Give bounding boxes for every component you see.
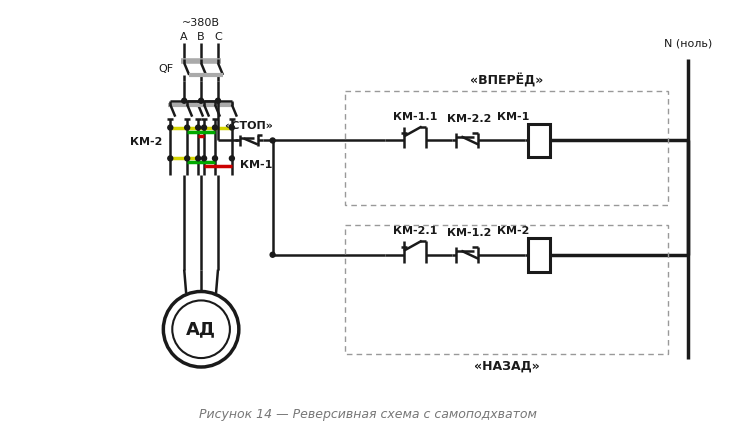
Circle shape <box>202 125 206 130</box>
Text: КМ-1.2: КМ-1.2 <box>447 228 492 238</box>
Circle shape <box>198 98 203 103</box>
Text: A: A <box>181 32 188 42</box>
Bar <box>345 225 668 354</box>
Text: КМ-2.1: КМ-2.1 <box>393 226 437 236</box>
Text: «СТОП»: «СТОП» <box>224 121 273 130</box>
Circle shape <box>212 156 217 161</box>
Circle shape <box>229 156 234 161</box>
Circle shape <box>229 125 234 130</box>
Circle shape <box>168 125 172 130</box>
Bar <box>345 91 668 205</box>
Bar <box>528 238 550 272</box>
Circle shape <box>185 125 189 130</box>
Text: C: C <box>214 32 222 42</box>
Circle shape <box>202 156 206 161</box>
Text: КМ-1: КМ-1 <box>497 112 530 122</box>
Circle shape <box>195 156 200 161</box>
Circle shape <box>270 138 275 143</box>
Circle shape <box>270 252 275 257</box>
Text: QF: QF <box>158 64 173 74</box>
Text: АД: АД <box>186 320 216 338</box>
Circle shape <box>215 98 220 103</box>
Text: КМ-2.2: КМ-2.2 <box>447 114 492 124</box>
Bar <box>528 124 550 157</box>
Text: КМ-1.1: КМ-1.1 <box>393 112 437 122</box>
Circle shape <box>164 291 239 367</box>
Text: КМ-2: КМ-2 <box>130 137 162 148</box>
Circle shape <box>172 300 230 358</box>
Text: «ВПЕРЁД»: «ВПЕРЁД» <box>470 74 543 88</box>
Text: ~380В: ~380В <box>182 18 220 28</box>
Text: Рисунок 14 — Реверсивная схема с самоподхватом: Рисунок 14 — Реверсивная схема с самопод… <box>199 408 537 421</box>
Circle shape <box>168 156 172 161</box>
Text: КМ-1: КМ-1 <box>240 160 272 170</box>
Circle shape <box>212 125 217 130</box>
Text: КМ-2: КМ-2 <box>497 226 530 236</box>
Text: «НАЗАД»: «НАЗАД» <box>474 360 539 372</box>
Text: N (ноль): N (ноль) <box>664 38 712 48</box>
Circle shape <box>182 98 186 103</box>
Circle shape <box>195 125 200 130</box>
Text: B: B <box>198 32 205 42</box>
Circle shape <box>185 156 189 161</box>
